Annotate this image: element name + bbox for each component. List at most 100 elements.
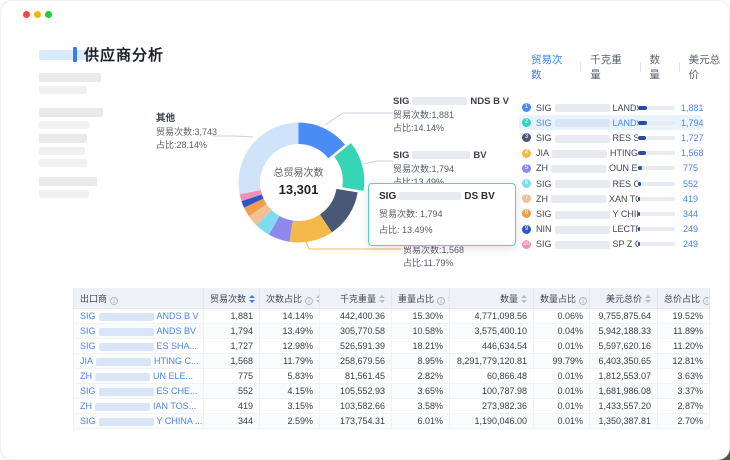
ranking-value: 249: [682, 239, 698, 250]
redacted-text: [412, 151, 471, 160]
value-bar: [638, 242, 675, 247]
exporter-name-link[interactable]: SIG ES SHA...: [73, 338, 204, 354]
ranking-row-1[interactable]: 1 SIGLANDS B V 1,881: [519, 100, 704, 115]
redacted-text: [554, 240, 610, 249]
sort-icon[interactable]: [521, 295, 527, 303]
sidebar-skeleton-bar[interactable]: [39, 108, 103, 117]
sort-icon[interactable]: [379, 295, 385, 303]
table-cell: 8,291,779,120.81: [449, 353, 534, 369]
exporter-name-link[interactable]: ZH IAN TOS...: [73, 398, 204, 414]
table-cell: 2.87%: [657, 398, 710, 414]
donut-slice-zh-oun-ele-[interactable]: [268, 215, 293, 242]
donut-slice-sig-res-sha-[interactable]: [319, 188, 358, 233]
redacted-text: [554, 180, 610, 189]
metric-tabs: 贸易次数 千克重量 数量 美元总价: [531, 52, 729, 82]
sort-icon[interactable]: [316, 295, 319, 303]
window-close-button[interactable]: [23, 11, 30, 18]
column-header-重量占比[interactable]: 重量占比 i: [391, 288, 450, 309]
sidebar-skeleton-bar[interactable]: [39, 73, 101, 82]
donut-slice-sig-lands-b-v[interactable]: [298, 122, 346, 159]
tab-trade-count[interactable]: 贸易次数: [531, 54, 563, 81]
donut-slice-jia-hting-c-[interactable]: [289, 214, 332, 243]
ranking-row-9[interactable]: 9 NINLECTRIC ... 249: [519, 222, 701, 237]
column-header-数量[interactable]: 数量: [449, 288, 534, 309]
exporter-name-link[interactable]: ZH UN ELE...: [73, 368, 204, 384]
donut-slice-sig-lands-bv[interactable]: [334, 143, 365, 191]
chart-tooltip: SIG DS BV 贸易次数: 1,794 占比: 13.49%: [368, 183, 516, 246]
sidebar-skeleton-bar[interactable]: [39, 147, 85, 155]
window-minimize-button[interactable]: [34, 11, 41, 18]
info-icon[interactable]: i: [703, 296, 709, 305]
exporter-name-link[interactable]: JIA HTING C...: [73, 353, 204, 369]
exporter-name-link[interactable]: SIG ANDS B V: [73, 308, 204, 324]
donut-slice-其他[interactable]: [238, 122, 299, 195]
table-cell: 552: [203, 383, 260, 399]
donut-slice-nin-lectric-[interactable]: [241, 194, 264, 208]
table-row: JIA HTING C... 1,568 11.79% 258,679.56 8.95% 8…: [73, 353, 710, 369]
table-cell: 103,582.66: [319, 398, 392, 414]
page-title: 供应商分析: [73, 44, 164, 65]
donut-slice-zh-xan-tos-[interactable]: [248, 204, 272, 226]
column-header-次数占比[interactable]: 次数占比 i: [259, 288, 320, 309]
table-cell: 442,400.36: [319, 308, 392, 324]
tab-usd-total[interactable]: 美元总价: [688, 54, 721, 81]
value-bar: [638, 181, 675, 186]
exporter-name-link[interactable]: SIG ES CHE...: [73, 383, 204, 399]
info-icon[interactable]: i: [305, 296, 314, 305]
window-zoom-button[interactable]: [45, 11, 52, 18]
ranking-value: 775: [682, 163, 698, 174]
value-bar: [638, 166, 675, 171]
donut-slice-sig-y-china-[interactable]: [244, 198, 267, 217]
table-cell: 14.14%: [259, 308, 320, 324]
column-header-数量占比[interactable]: 数量占比 i: [533, 288, 590, 309]
ranking-row-2[interactable]: 2 SIGLANDS BV 1,794: [519, 115, 704, 131]
tab-quantity[interactable]: 数量: [649, 54, 661, 81]
sort-icon[interactable]: [645, 295, 651, 303]
tab-separator: [639, 62, 641, 72]
info-icon[interactable]: i: [437, 296, 446, 305]
value-bar: [638, 120, 675, 125]
callout-supplier-1: SIG NDS B V 贸易次数:1,881 占比:14.14%: [393, 96, 509, 133]
sidebar-skeleton-bar[interactable]: [39, 134, 87, 143]
table-cell: 9,755,875.64: [589, 308, 658, 324]
column-header-美元总价[interactable]: 美元总价: [589, 288, 658, 309]
sidebar-skeleton-bar[interactable]: [39, 177, 97, 186]
redacted-text: [96, 357, 152, 366]
exporter-name-link[interactable]: SIG ANDS BV: [73, 323, 204, 339]
column-header-贸易次数[interactable]: 贸易次数: [203, 288, 260, 309]
info-icon[interactable]: i: [579, 296, 588, 305]
column-header-总价占比[interactable]: 总价占比 i: [657, 288, 710, 309]
table-row: SIG ANDS BV 1,794 13.49% 305,770.58 10.58% 3,5…: [73, 323, 710, 339]
sidebar-skeleton-bar[interactable]: [39, 190, 89, 198]
sidebar-skeleton-bar[interactable]: [39, 159, 87, 167]
info-icon[interactable]: i: [110, 296, 119, 305]
sort-icon[interactable]: [249, 295, 256, 303]
table-cell: 18.21%: [391, 338, 450, 354]
sidebar-item-active[interactable]: [39, 50, 91, 60]
donut-slice-sig-res-che-[interactable]: [256, 209, 280, 235]
exporter-name-link[interactable]: SIG Y CHINA ...: [73, 413, 204, 429]
sort-icon[interactable]: [448, 295, 449, 303]
table-cell: 6.01%: [391, 413, 450, 429]
column-header-出口商: 出口商 i: [73, 288, 204, 309]
rank-badge: 4: [522, 148, 531, 158]
table-cell: 446,634.54: [449, 338, 534, 354]
column-header-千克重量[interactable]: 千克重量: [319, 288, 392, 309]
sidebar-skeleton-bar[interactable]: [39, 121, 89, 129]
redacted-text: [554, 119, 610, 128]
table-cell: 3.65%: [391, 383, 450, 399]
ranking-value: 1,727: [681, 132, 704, 143]
donut-slice-sig-sp-z-o-o[interactable]: [239, 190, 262, 202]
table-cell: 11.79%: [259, 353, 320, 369]
tab-kg-weight[interactable]: 千克重量: [590, 54, 622, 81]
value-bar: [638, 227, 675, 232]
sidebar-skeleton-bar[interactable]: [39, 86, 87, 94]
